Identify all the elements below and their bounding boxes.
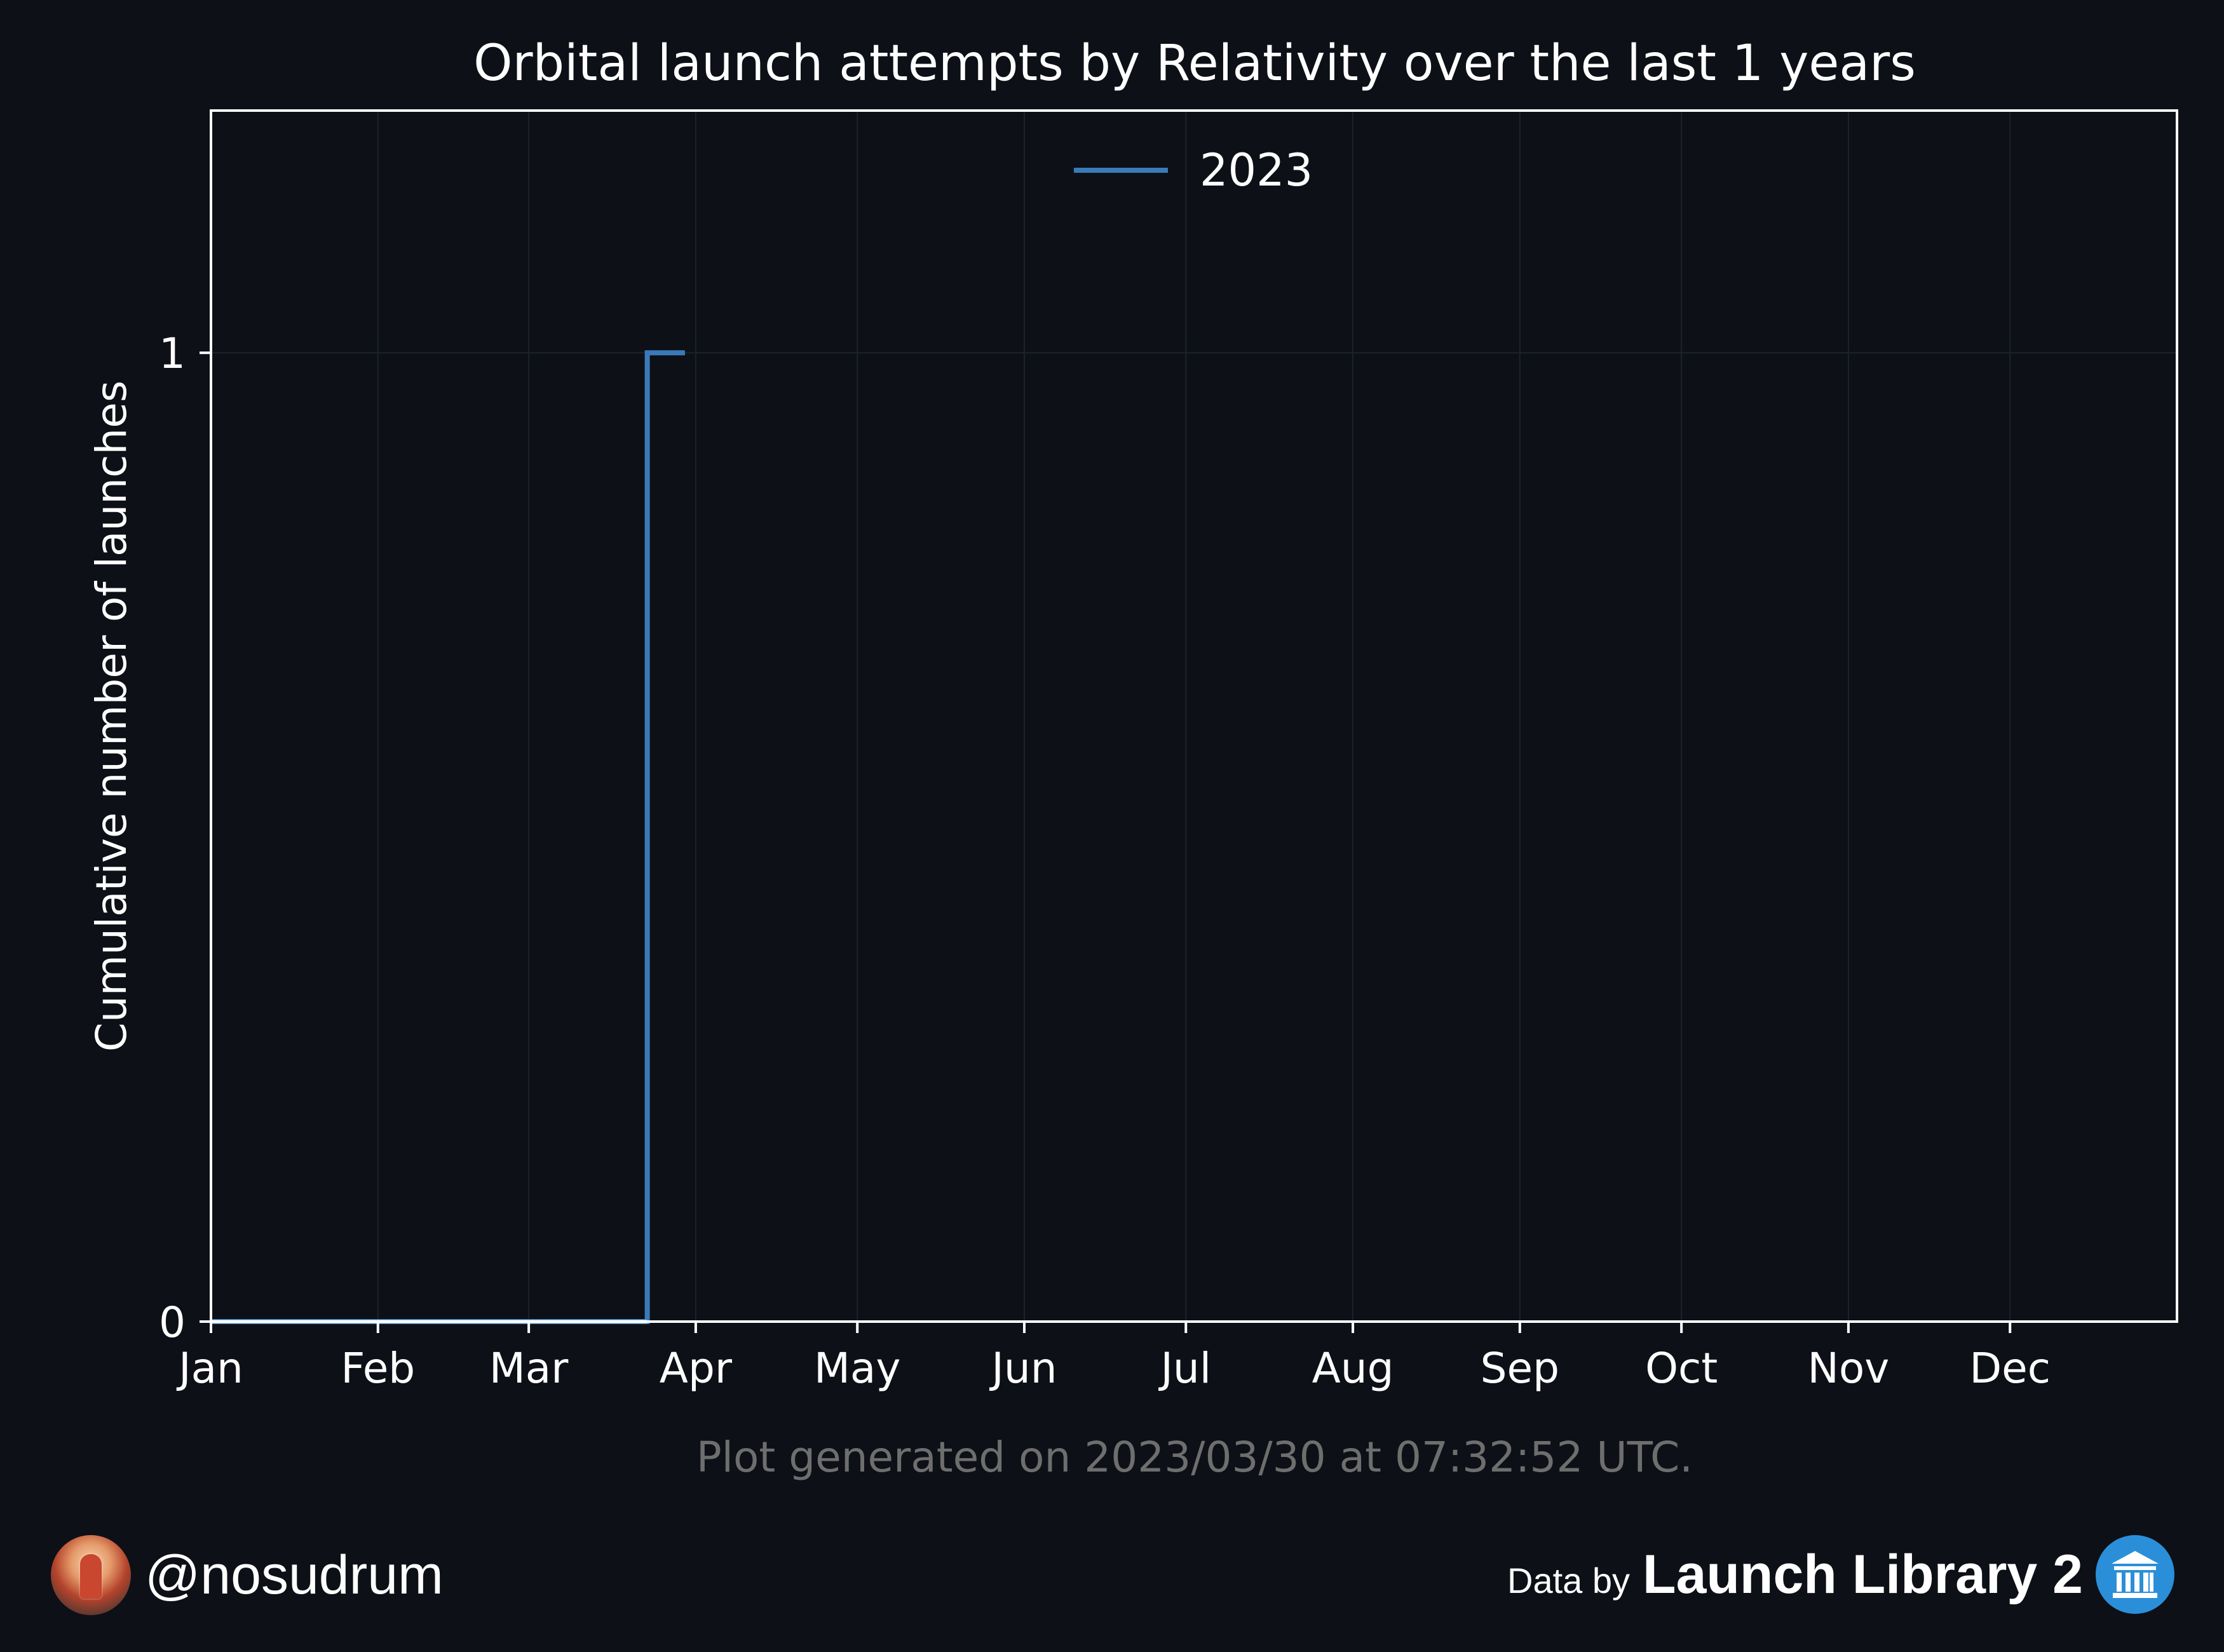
chart-title: Orbital launch attempts by Relativity ov… bbox=[473, 35, 1916, 92]
x-tick-label-jan: Jan bbox=[176, 1344, 243, 1393]
y-tick-label-1: 1 bbox=[159, 329, 186, 378]
x-tick-label-sep: Sep bbox=[1481, 1344, 1559, 1393]
x-tick-label-nov: Nov bbox=[1808, 1344, 1890, 1393]
y-tick-label-0: 0 bbox=[159, 1298, 186, 1347]
x-tick-label-apr: Apr bbox=[660, 1344, 733, 1393]
x-tick-label-mar: Mar bbox=[489, 1344, 569, 1393]
x-axis-ticks: Jan Feb Mar Apr May Jun Jul Aug Sep Oct Nov Dec bbox=[176, 1322, 2051, 1393]
avatar bbox=[51, 1535, 131, 1615]
footnote: Plot generated on 2023/03/30 at 07:32:52… bbox=[696, 1433, 1693, 1482]
credit-prefix: Data by bbox=[1507, 1560, 1631, 1601]
x-tick-label-feb: Feb bbox=[341, 1344, 415, 1393]
author-handle: @nosudrum bbox=[51, 1535, 444, 1615]
series-layer bbox=[211, 350, 685, 1324]
grid bbox=[210, 111, 2177, 1322]
museum-icon bbox=[2096, 1535, 2174, 1614]
x-tick-label-jul: Jul bbox=[1158, 1344, 1211, 1393]
data-credit: Data by Launch Library 2 bbox=[1507, 1535, 2174, 1614]
x-tick-label-jun: Jun bbox=[989, 1344, 1057, 1393]
legend: 2023 bbox=[1074, 144, 1313, 196]
x-tick-label-may: May bbox=[814, 1344, 900, 1393]
y-axis-label: Cumulative number of launches bbox=[87, 381, 136, 1052]
legend-label-2023: 2023 bbox=[1200, 144, 1313, 196]
x-tick-label-oct: Oct bbox=[1645, 1344, 1718, 1393]
handle-text: @nosudrum bbox=[145, 1545, 444, 1606]
x-tick-label-aug: Aug bbox=[1312, 1344, 1394, 1393]
credit-name: Launch Library 2 bbox=[1643, 1543, 2083, 1605]
series-line-2023 bbox=[211, 350, 685, 1324]
y-axis-ticks: 01 bbox=[159, 329, 211, 1347]
plot-frame bbox=[210, 109, 2178, 1323]
x-tick-label-dec: Dec bbox=[1969, 1344, 2051, 1393]
